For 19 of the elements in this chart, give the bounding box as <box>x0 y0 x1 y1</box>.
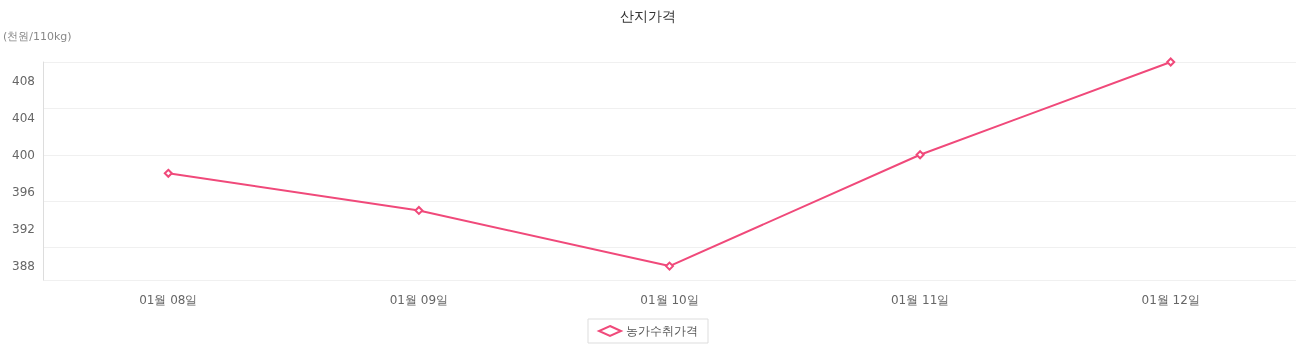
point <box>915 150 925 160</box>
point <box>665 261 674 271</box>
y-tick-label: 400 <box>12 147 35 162</box>
x-tick-label: 01월 10일 <box>640 293 699 307</box>
x-tick-label: 01월 08일 <box>139 293 198 307</box>
x-tick-label: 01월 11일 <box>890 293 950 307</box>
y-tick-label: 392 <box>12 221 35 236</box>
legend-label: 농가수취가격 <box>626 324 698 338</box>
x-tick-label: 01월 12일 <box>1141 293 1200 307</box>
y-axis-title: (천원/110kg) <box>3 30 72 43</box>
point <box>414 205 424 215</box>
y-tick-label: 408 <box>12 73 35 88</box>
point <box>163 168 173 178</box>
chart-title: 산지가격 <box>620 8 676 24</box>
y-tick-label: 404 <box>12 110 35 125</box>
y-tick-label: 396 <box>12 184 35 199</box>
point <box>1166 57 1176 67</box>
x-tick-label: 01월 09일 <box>389 293 449 307</box>
y-tick-label: 388 <box>12 259 35 274</box>
